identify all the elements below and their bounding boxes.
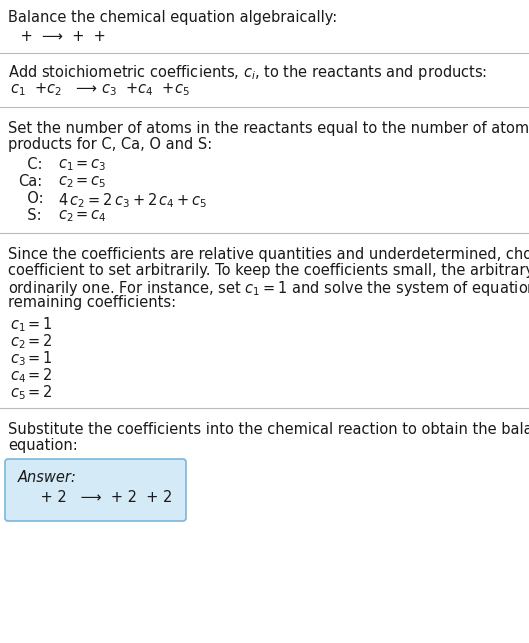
Text: $c_5 = 2$: $c_5 = 2$ — [10, 383, 53, 402]
Text: $c_1 = c_3$: $c_1 = c_3$ — [58, 157, 107, 173]
Text: ordinarily one. For instance, set $c_1 = 1$ and solve the system of equations fo: ordinarily one. For instance, set $c_1 =… — [8, 279, 529, 298]
Text: + 2   ⟶  + 2  + 2: + 2 ⟶ + 2 + 2 — [36, 490, 172, 505]
Text: $c_1$  +$c_2$   ⟶ $c_3$  +$c_4$  +$c_5$: $c_1$ +$c_2$ ⟶ $c_3$ +$c_4$ +$c_5$ — [10, 81, 190, 98]
Text: Ca:: Ca: — [18, 174, 42, 189]
Text: products for C, Ca, O and S:: products for C, Ca, O and S: — [8, 137, 212, 152]
Text: Since the coefficients are relative quantities and underdetermined, choose a: Since the coefficients are relative quan… — [8, 247, 529, 262]
Text: S:: S: — [18, 208, 42, 223]
Text: $c_2 = 2$: $c_2 = 2$ — [10, 332, 53, 350]
Text: Add stoichiometric coefficients, $c_i$, to the reactants and products:: Add stoichiometric coefficients, $c_i$, … — [8, 63, 487, 82]
Text: Answer:: Answer: — [18, 470, 77, 485]
FancyBboxPatch shape — [5, 459, 186, 521]
Text: $c_1 = 1$: $c_1 = 1$ — [10, 315, 53, 334]
Text: remaining coefficients:: remaining coefficients: — [8, 295, 176, 310]
Text: Set the number of atoms in the reactants equal to the number of atoms in the: Set the number of atoms in the reactants… — [8, 121, 529, 136]
Text: $4\,c_2 = 2\,c_3 + 2\,c_4 + c_5$: $4\,c_2 = 2\,c_3 + 2\,c_4 + c_5$ — [58, 191, 207, 210]
Text: $c_2 = c_5$: $c_2 = c_5$ — [58, 174, 107, 190]
Text: $c_2 = c_4$: $c_2 = c_4$ — [58, 208, 107, 224]
Text: Substitute the coefficients into the chemical reaction to obtain the balanced: Substitute the coefficients into the che… — [8, 422, 529, 437]
Text: C:: C: — [18, 157, 42, 172]
Text: coefficient to set arbitrarily. To keep the coefficients small, the arbitrary va: coefficient to set arbitrarily. To keep … — [8, 263, 529, 278]
Text: equation:: equation: — [8, 438, 78, 453]
Text: O:: O: — [18, 191, 43, 206]
Text: +  ⟶  +  +: + ⟶ + + — [16, 29, 111, 44]
Text: $c_3 = 1$: $c_3 = 1$ — [10, 349, 53, 368]
Text: $c_4 = 2$: $c_4 = 2$ — [10, 366, 53, 385]
Text: Balance the chemical equation algebraically:: Balance the chemical equation algebraica… — [8, 10, 338, 25]
